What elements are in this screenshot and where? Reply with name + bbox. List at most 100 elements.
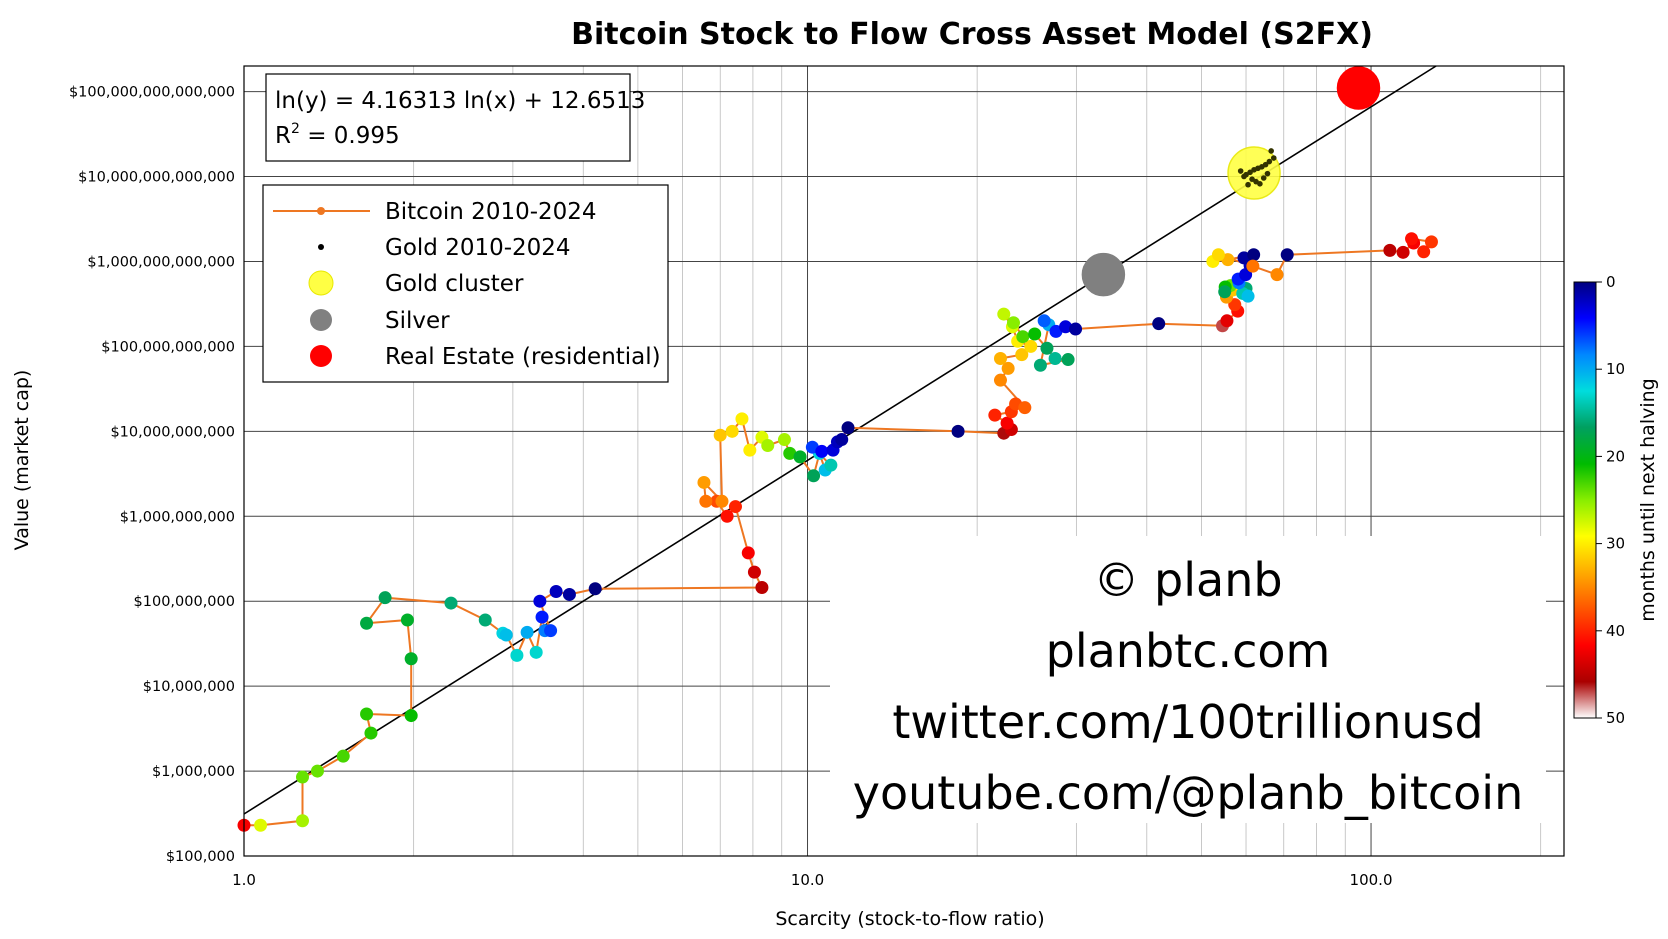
y-tick-label: $1,000,000,000,000: [87, 254, 235, 270]
gold-point: [1237, 168, 1244, 174]
legend-gold-dot: [318, 244, 324, 250]
bitcoin-point: [741, 546, 755, 560]
bitcoin-point: [1152, 317, 1166, 331]
y-tick-label: $10,000,000: [143, 679, 235, 695]
bitcoin-point: [835, 433, 849, 447]
bitcoin-point: [755, 580, 769, 594]
x-tick-label: 100.0: [1350, 871, 1393, 889]
bitcoin-point: [697, 475, 711, 489]
bitcoin-point: [783, 446, 797, 460]
bitcoin-point: [993, 351, 1007, 365]
y-tick-label: $1,000,000,000: [120, 509, 235, 525]
bitcoin-point: [1270, 268, 1284, 282]
bitcoin-point: [400, 613, 414, 627]
r2-symbol: R: [275, 123, 291, 149]
bitcoin-point: [807, 469, 821, 483]
bitcoin-point: [997, 307, 1011, 321]
watermark-website: planbtc.com: [1046, 624, 1331, 678]
bitcoin-point: [993, 373, 1007, 387]
x-tick-labels: 1.0 10.0 100.0: [232, 871, 1392, 889]
bitcoin-series-layer: [237, 232, 1438, 832]
gold-point: [1268, 148, 1274, 154]
gold-point: [1247, 169, 1253, 176]
legend-label-real-estate: Real Estate (residential): [385, 344, 661, 370]
regression-box: ln(y) = 4.16313 ln(x) + 12.6513 R2 = 0.9…: [265, 73, 645, 162]
y-tick-label: $100,000: [166, 849, 235, 865]
bitcoin-point: [1015, 348, 1029, 362]
gold-point: [1245, 181, 1251, 188]
bitcoin-point: [478, 613, 492, 627]
bitcoin-point: [360, 707, 374, 721]
colorbar-tick-label: 40: [1606, 622, 1625, 640]
bitcoin-point: [1018, 401, 1032, 415]
colorbar-label: months until next halving: [1637, 378, 1659, 621]
bitcoin-point: [1016, 330, 1030, 344]
bitcoin-point: [1220, 314, 1234, 328]
bitcoin-point: [988, 408, 1002, 422]
gold-point: [1260, 175, 1267, 181]
watermark-background: [830, 536, 1546, 823]
y-tick-label: $100,000,000,000: [101, 339, 235, 355]
colorbar-tick-label: 0: [1606, 273, 1616, 291]
bitcoin-point: [404, 709, 418, 723]
bitcoin-point: [588, 582, 602, 596]
watermark: © planb planbtc.com twitter.com/100trill…: [830, 536, 1546, 823]
bitcoin-point: [777, 433, 791, 447]
asset-marker: [1336, 66, 1381, 110]
regression-box-frame: [265, 73, 631, 162]
y-tick-label: $100,000,000,000,000: [69, 85, 235, 101]
gold-point: [1264, 170, 1271, 177]
bitcoin-point: [747, 565, 761, 579]
colorbar-tick-label: 30: [1606, 535, 1625, 553]
legend-gold-cluster-marker: [308, 270, 334, 296]
y-tick-label: $10,000,000,000,000: [78, 170, 235, 186]
bitcoin-point: [1028, 327, 1042, 341]
bitcoin-point: [533, 594, 547, 608]
asset-marker: [1227, 146, 1281, 200]
bitcoin-point: [815, 444, 829, 458]
bitcoin-point: [520, 625, 534, 639]
bitcoin-point: [1396, 245, 1410, 259]
colorbar-tick-label: 20: [1606, 447, 1625, 465]
bitcoin-point: [1001, 361, 1015, 375]
legend-label-silver: Silver: [385, 308, 450, 334]
legend-label-bitcoin: Bitcoin 2010-2024: [385, 199, 597, 225]
bitcoin-point: [360, 616, 374, 630]
bitcoin-point: [824, 458, 838, 472]
bitcoin-point: [951, 424, 965, 438]
bitcoin-point: [1280, 248, 1294, 262]
bitcoin-point: [535, 610, 549, 624]
watermark-twitter: twitter.com/100trillionusd: [892, 695, 1483, 749]
y-axis-label: Value (market cap): [11, 370, 33, 551]
r2-value: = 0.995: [300, 123, 400, 149]
bitcoin-point: [1033, 358, 1047, 372]
bitcoin-point: [1061, 353, 1075, 367]
gold-point: [1257, 181, 1263, 187]
y-tick-labels: $100,000 $1,000,000 $10,000,000 $100,000,00…: [69, 85, 235, 865]
asset-marker: [1081, 252, 1126, 297]
bitcoin-point: [336, 749, 350, 763]
regression-r2: R2 = 0.995: [275, 121, 400, 149]
bitcoin-point: [1040, 341, 1054, 355]
bitcoin-point: [1424, 235, 1438, 249]
bitcoin-point: [735, 412, 749, 426]
r2-superscript: 2: [291, 121, 300, 137]
bitcoin-point: [715, 494, 729, 508]
bitcoin-point: [728, 500, 742, 514]
colorbar-bar: [1573, 281, 1597, 719]
bitcoin-point: [529, 645, 543, 659]
bitcoin-point: [549, 585, 563, 599]
legend-silver-marker: [310, 309, 332, 331]
legend-real-estate-marker: [310, 345, 332, 367]
bitcoin-point: [378, 591, 392, 605]
bitcoin-point: [793, 450, 807, 464]
gold-point: [1270, 155, 1277, 161]
bitcoin-point: [544, 624, 558, 638]
bitcoin-point: [1024, 339, 1038, 353]
bitcoin-point: [364, 726, 378, 740]
gold-points-layer: [1237, 148, 1277, 188]
x-tick-label: 10.0: [791, 871, 824, 889]
bitcoin-point: [1383, 243, 1397, 257]
bitcoin-point: [841, 421, 855, 435]
